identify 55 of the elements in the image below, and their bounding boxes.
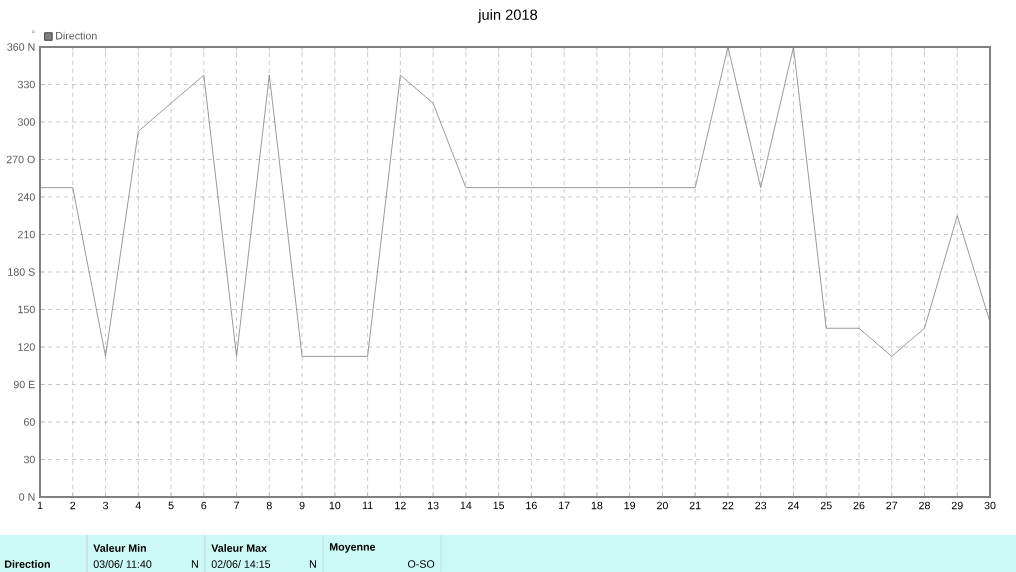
text: Valeur Max [211, 543, 267, 552]
y-tick-label: 330 [17, 80, 35, 89]
y-tick-label: 90 E [13, 380, 35, 389]
chart-title: juin 2018 [477, 9, 538, 23]
x-tick-label: 8 [266, 501, 272, 510]
x-tick-label: 13 [427, 501, 439, 510]
x-tick-label: 29 [951, 501, 963, 510]
y-axis-title: ° [32, 30, 35, 33]
x-tick-label: 11 [362, 501, 373, 509]
x-tick-label: 14 [460, 501, 472, 509]
x-tick-label: 26 [853, 501, 865, 510]
x-tick-label: 5 [168, 501, 174, 510]
text: N [309, 560, 316, 568]
x-tick-label: 23 [755, 501, 767, 510]
x-tick-label: 16 [526, 501, 537, 510]
y-tick-label: 240 [18, 193, 35, 201]
text: 02/06/ 14:15 [211, 559, 271, 568]
text: Direction [4, 559, 50, 568]
x-tick-label: 30 [984, 501, 996, 510]
y-tick-label: 150 [18, 305, 35, 314]
x-tick-label: 10 [329, 501, 341, 510]
x-tick-label: 21 [689, 501, 701, 510]
y-tick-label: 120 [18, 343, 35, 351]
legend-label: Direction [56, 31, 97, 40]
text: 03/06/ 11:40 [93, 559, 152, 568]
text: Moyenne [329, 543, 376, 553]
x-tick-label: 22 [722, 501, 734, 510]
x-tick-label: 2 [70, 501, 76, 510]
x-tick-label: 7 [234, 501, 239, 509]
y-tick-label: 0 N [19, 493, 35, 501]
x-tick-label: 19 [624, 501, 636, 510]
y-tick-label: 210 [18, 230, 35, 239]
x-tick-label: 15 [493, 501, 505, 510]
x-tick-label: 24 [788, 501, 800, 510]
y-tick-label: 30 [23, 455, 35, 464]
y-tick-label: 60 [23, 418, 35, 426]
x-tick-label: 12 [395, 501, 406, 510]
text: Valeur Min [93, 543, 146, 552]
x-tick-label: 28 [919, 501, 930, 510]
x-tick-label: 25 [820, 501, 832, 510]
x-tick-label: 1 [37, 501, 43, 509]
x-tick-label: 6 [201, 501, 207, 510]
x-tick-label: 20 [657, 501, 668, 510]
x-tick-label: 3 [102, 501, 109, 510]
x-tick-label: 18 [591, 501, 603, 510]
x-tick-label: 17 [559, 501, 570, 509]
x-tick-label: 9 [299, 501, 305, 510]
y-tick-label: 300 [17, 118, 35, 126]
y-tick-label: 270 O [6, 155, 35, 164]
x-tick-label: 27 [886, 501, 898, 510]
y-tick-label: 360 N [7, 43, 35, 51]
text: N [191, 560, 198, 568]
y-tick-label: 180 S [8, 268, 35, 276]
x-tick-label: 4 [135, 501, 141, 509]
text: O-SO [407, 560, 435, 568]
